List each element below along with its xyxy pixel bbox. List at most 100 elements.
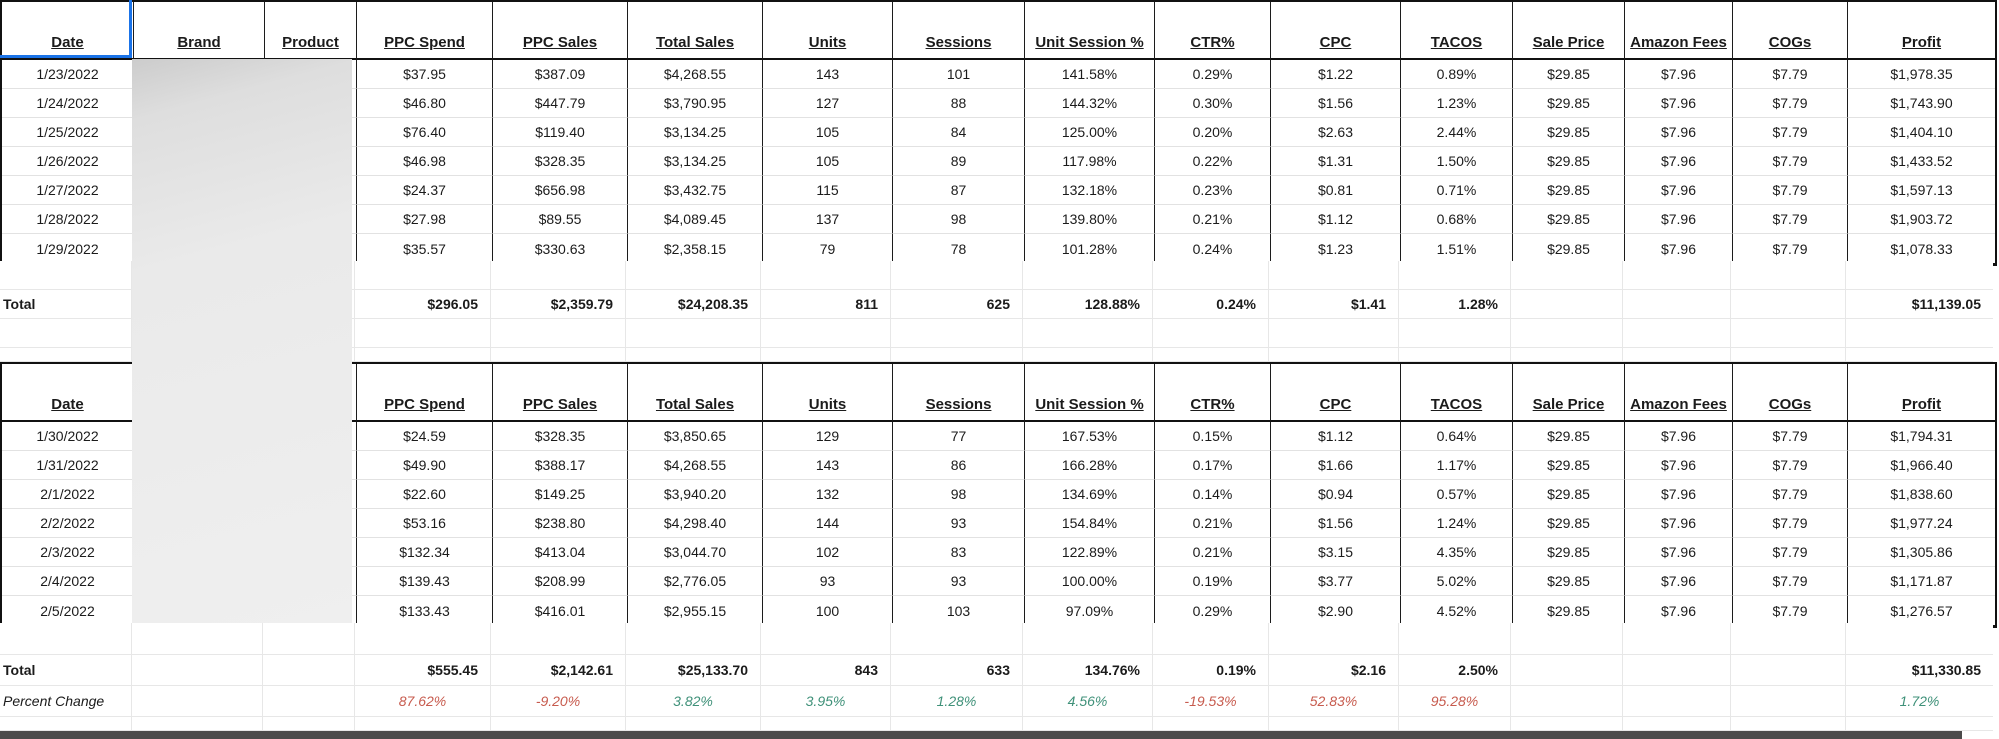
cell[interactable]: $1,794.31: [1847, 422, 1995, 451]
cell[interactable]: 84: [892, 118, 1024, 147]
cell[interactable]: 83: [892, 538, 1024, 567]
total-cell[interactable]: 1.28%: [1398, 290, 1510, 319]
cell[interactable]: 0.29%: [1154, 60, 1270, 89]
blank-cell[interactable]: [354, 623, 490, 655]
blank-cell[interactable]: [262, 623, 354, 655]
blank-cell[interactable]: [0, 717, 131, 731]
cell[interactable]: $1,078.33: [1847, 234, 1995, 263]
cell[interactable]: $3.77: [1270, 567, 1400, 596]
total-cell[interactable]: 2.50%: [1398, 655, 1510, 686]
cell[interactable]: $7.79: [1732, 538, 1847, 567]
cell[interactable]: 0.22%: [1154, 147, 1270, 176]
cell[interactable]: 1/27/2022: [2, 176, 133, 205]
cell[interactable]: $0.81: [1270, 176, 1400, 205]
blank-cell[interactable]: [131, 717, 262, 731]
cell[interactable]: $1.56: [1270, 89, 1400, 118]
cell[interactable]: 2/4/2022: [2, 567, 133, 596]
cell[interactable]: $37.95: [356, 60, 492, 89]
cell[interactable]: $29.85: [1512, 89, 1624, 118]
cell[interactable]: $27.98: [356, 205, 492, 234]
blank-cell[interactable]: [1845, 717, 1993, 731]
cell[interactable]: $1.66: [1270, 451, 1400, 480]
blank-cell[interactable]: [760, 623, 890, 655]
blank-cell[interactable]: [354, 261, 490, 290]
cell[interactable]: 101.28%: [1024, 234, 1154, 263]
cell[interactable]: $7.79: [1732, 567, 1847, 596]
cell[interactable]: $1,838.60: [1847, 480, 1995, 509]
blank-cell[interactable]: [760, 319, 890, 348]
cell[interactable]: 2/3/2022: [2, 538, 133, 567]
cell[interactable]: $119.40: [492, 118, 627, 147]
cell[interactable]: 2/1/2022: [2, 480, 133, 509]
blank-cell[interactable]: [1510, 261, 1622, 290]
cell[interactable]: 143: [762, 60, 892, 89]
cell[interactable]: 105: [762, 147, 892, 176]
cell[interactable]: $1,171.87: [1847, 567, 1995, 596]
cell[interactable]: $0.94: [1270, 480, 1400, 509]
cell[interactable]: $1.31: [1270, 147, 1400, 176]
cell[interactable]: 87: [892, 176, 1024, 205]
cell[interactable]: 1.51%: [1400, 234, 1512, 263]
blank-cell[interactable]: [625, 623, 760, 655]
header-cell[interactable]: CTR%: [1154, 364, 1270, 422]
cell[interactable]: $2.90: [1270, 596, 1400, 625]
header-cell[interactable]: Sessions: [892, 2, 1024, 60]
cell[interactable]: $7.79: [1732, 509, 1847, 538]
cell[interactable]: 141.58%: [1024, 60, 1154, 89]
cell[interactable]: $3,432.75: [627, 176, 762, 205]
blank-cell[interactable]: [131, 623, 262, 655]
cell[interactable]: $1,743.90: [1847, 89, 1995, 118]
cell[interactable]: $3,790.95: [627, 89, 762, 118]
percent-cell[interactable]: [1730, 686, 1845, 717]
cell[interactable]: $46.80: [356, 89, 492, 118]
cell[interactable]: 137: [762, 205, 892, 234]
total-cell[interactable]: 128.88%: [1022, 290, 1152, 319]
cell[interactable]: 0.24%: [1154, 234, 1270, 263]
cell[interactable]: $53.16: [356, 509, 492, 538]
blank-cell[interactable]: [1845, 623, 1993, 655]
blank-cell[interactable]: [1622, 717, 1730, 731]
header-cell[interactable]: Product: [264, 2, 356, 60]
blank-cell[interactable]: [1622, 623, 1730, 655]
cell[interactable]: $3,940.20: [627, 480, 762, 509]
cell[interactable]: $1,978.35: [1847, 60, 1995, 89]
blank-cell[interactable]: [1152, 319, 1268, 348]
cell[interactable]: 0.21%: [1154, 205, 1270, 234]
blank-cell[interactable]: [1268, 319, 1398, 348]
total-cell[interactable]: 0.24%: [1152, 290, 1268, 319]
cell[interactable]: $29.85: [1512, 509, 1624, 538]
header-cell[interactable]: Total Sales: [627, 2, 762, 60]
cell[interactable]: 0.64%: [1400, 422, 1512, 451]
cell[interactable]: $7.96: [1624, 509, 1732, 538]
cell[interactable]: $1,276.57: [1847, 596, 1995, 625]
cell[interactable]: $7.96: [1624, 176, 1732, 205]
cell[interactable]: $208.99: [492, 567, 627, 596]
cell[interactable]: 143: [762, 451, 892, 480]
cell[interactable]: $3,134.25: [627, 147, 762, 176]
cell[interactable]: 0.21%: [1154, 538, 1270, 567]
cell[interactable]: 100.00%: [1024, 567, 1154, 596]
cell[interactable]: 125.00%: [1024, 118, 1154, 147]
blank-cell[interactable]: [1022, 623, 1152, 655]
cell[interactable]: 2/2/2022: [2, 509, 133, 538]
percent-cell[interactable]: 4.56%: [1022, 686, 1152, 717]
total-cell[interactable]: $24,208.35: [625, 290, 760, 319]
cell[interactable]: $7.96: [1624, 567, 1732, 596]
percent-cell[interactable]: 3.95%: [760, 686, 890, 717]
cell[interactable]: 2/5/2022: [2, 596, 133, 625]
cell[interactable]: $1,966.40: [1847, 451, 1995, 480]
percent-cell[interactable]: -19.53%: [1152, 686, 1268, 717]
cell[interactable]: $7.79: [1732, 596, 1847, 625]
total-cell[interactable]: $296.05: [354, 290, 490, 319]
cell[interactable]: $2,955.15: [627, 596, 762, 625]
header-cell[interactable]: PPC Sales: [492, 2, 627, 60]
cell[interactable]: $7.96: [1624, 596, 1732, 625]
percent-cell[interactable]: [1510, 686, 1622, 717]
header-cell[interactable]: Date: [2, 2, 133, 60]
cell[interactable]: $1,404.10: [1847, 118, 1995, 147]
cell[interactable]: $1,433.52: [1847, 147, 1995, 176]
cell[interactable]: $1.56: [1270, 509, 1400, 538]
percent-cell[interactable]: 1.72%: [1845, 686, 1993, 717]
cell[interactable]: 78: [892, 234, 1024, 263]
cell[interactable]: 98: [892, 480, 1024, 509]
